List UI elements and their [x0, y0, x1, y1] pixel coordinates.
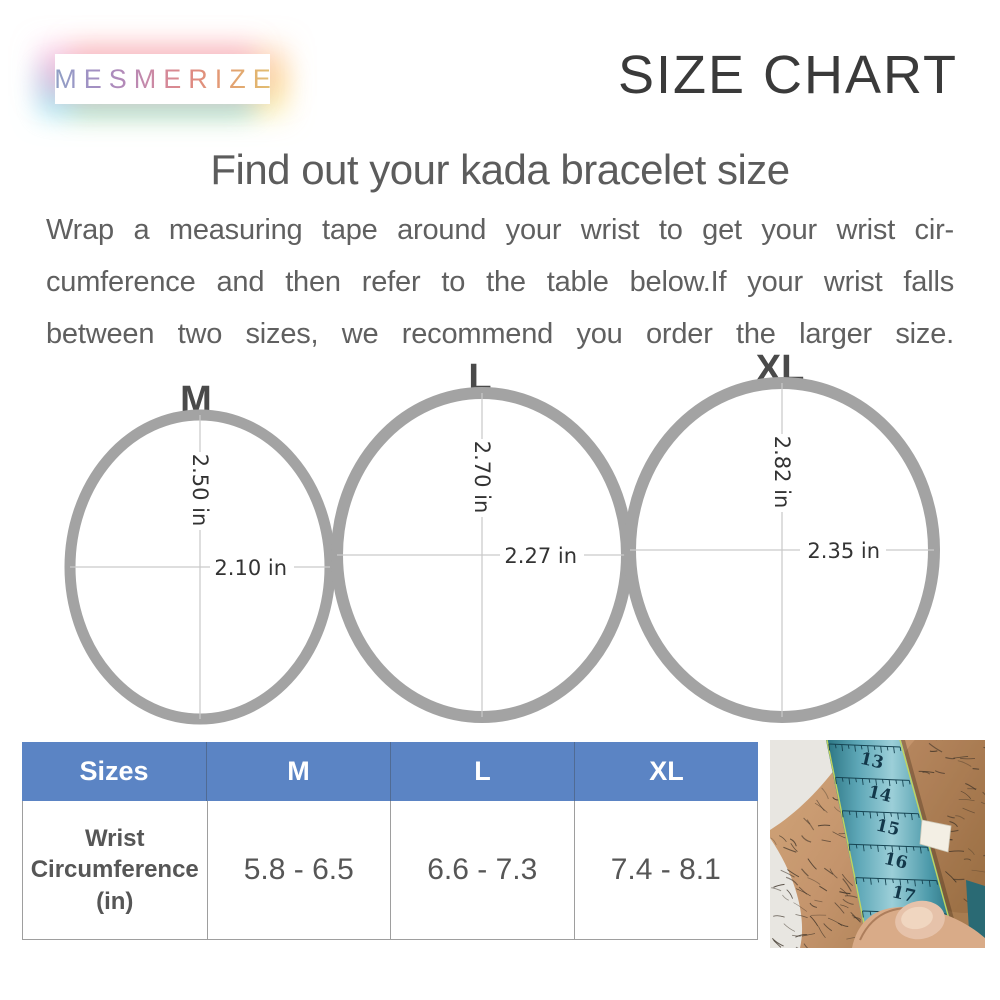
brand-logo: MESMERIZE — [54, 54, 271, 104]
table-header-m: M — [206, 742, 390, 801]
horizontal-measure-l: 2.27 in — [504, 544, 577, 568]
arm-hair-texture — [770, 740, 985, 948]
table-header-l: L — [390, 742, 574, 801]
tape-tag — [919, 819, 952, 853]
table-value-l: 6.6 - 7.3 — [390, 801, 574, 939]
size-table-row: Wrist Circumference (in) 5.8 - 6.5 6.6 -… — [22, 801, 758, 940]
intro-line: cumference and then refer to the table b… — [46, 266, 954, 298]
wrist-measurement-photo: 131415161718 — [770, 740, 985, 948]
brand-name: MESMERIZE — [47, 64, 278, 95]
label-mask — [800, 543, 886, 569]
vertical-measure-xl: 2.82 in — [770, 436, 794, 509]
thumbnail-highlight — [901, 906, 933, 930]
horizontal-measure-xl: 2.35 in — [807, 539, 880, 563]
table-header-sizes: Sizes — [79, 756, 149, 786]
horizontal-measure-m: 2.10 in — [214, 556, 287, 580]
size-circle-l: L 2.70 in 2.27 in — [331, 357, 633, 723]
intro-paragraph: Wrap a measuring tape around your wrist … — [46, 204, 954, 360]
label-mask — [210, 560, 294, 586]
label-mask — [500, 548, 584, 574]
vertical-measure-l: 2.70 in — [470, 441, 494, 514]
table-value-xl: 7.4 - 8.1 — [573, 801, 758, 939]
size-circle-xl: XL 2.82 in 2.35 in — [624, 348, 940, 723]
table-value-m: 5.8 - 6.5 — [206, 801, 391, 939]
label-mask — [769, 434, 795, 512]
intro-line: between two sizes, we recommend you orde… — [46, 318, 954, 350]
label-mask — [469, 439, 495, 517]
size-table-header: Sizes M L XL — [22, 742, 758, 801]
label-mask — [187, 452, 213, 530]
size-table: Sizes M L XL Wrist Circumference (in) 5.… — [22, 742, 758, 940]
tape-edge-left — [826, 740, 870, 948]
size-circle-m: M 2.50 in 2.10 in — [64, 379, 336, 725]
vertical-measure-m: 2.50 in — [188, 454, 212, 527]
intro-heading: Find out your kada bracelet size — [210, 146, 790, 193]
thumb-crease — [859, 907, 907, 941]
page-title: SIZE CHART — [617, 45, 958, 105]
intro-line: Wrap a measuring tape around your wrist … — [46, 214, 954, 246]
table-header-xl: XL — [574, 742, 758, 801]
table-row-label: Wrist Circumference (in) — [30, 825, 199, 915]
